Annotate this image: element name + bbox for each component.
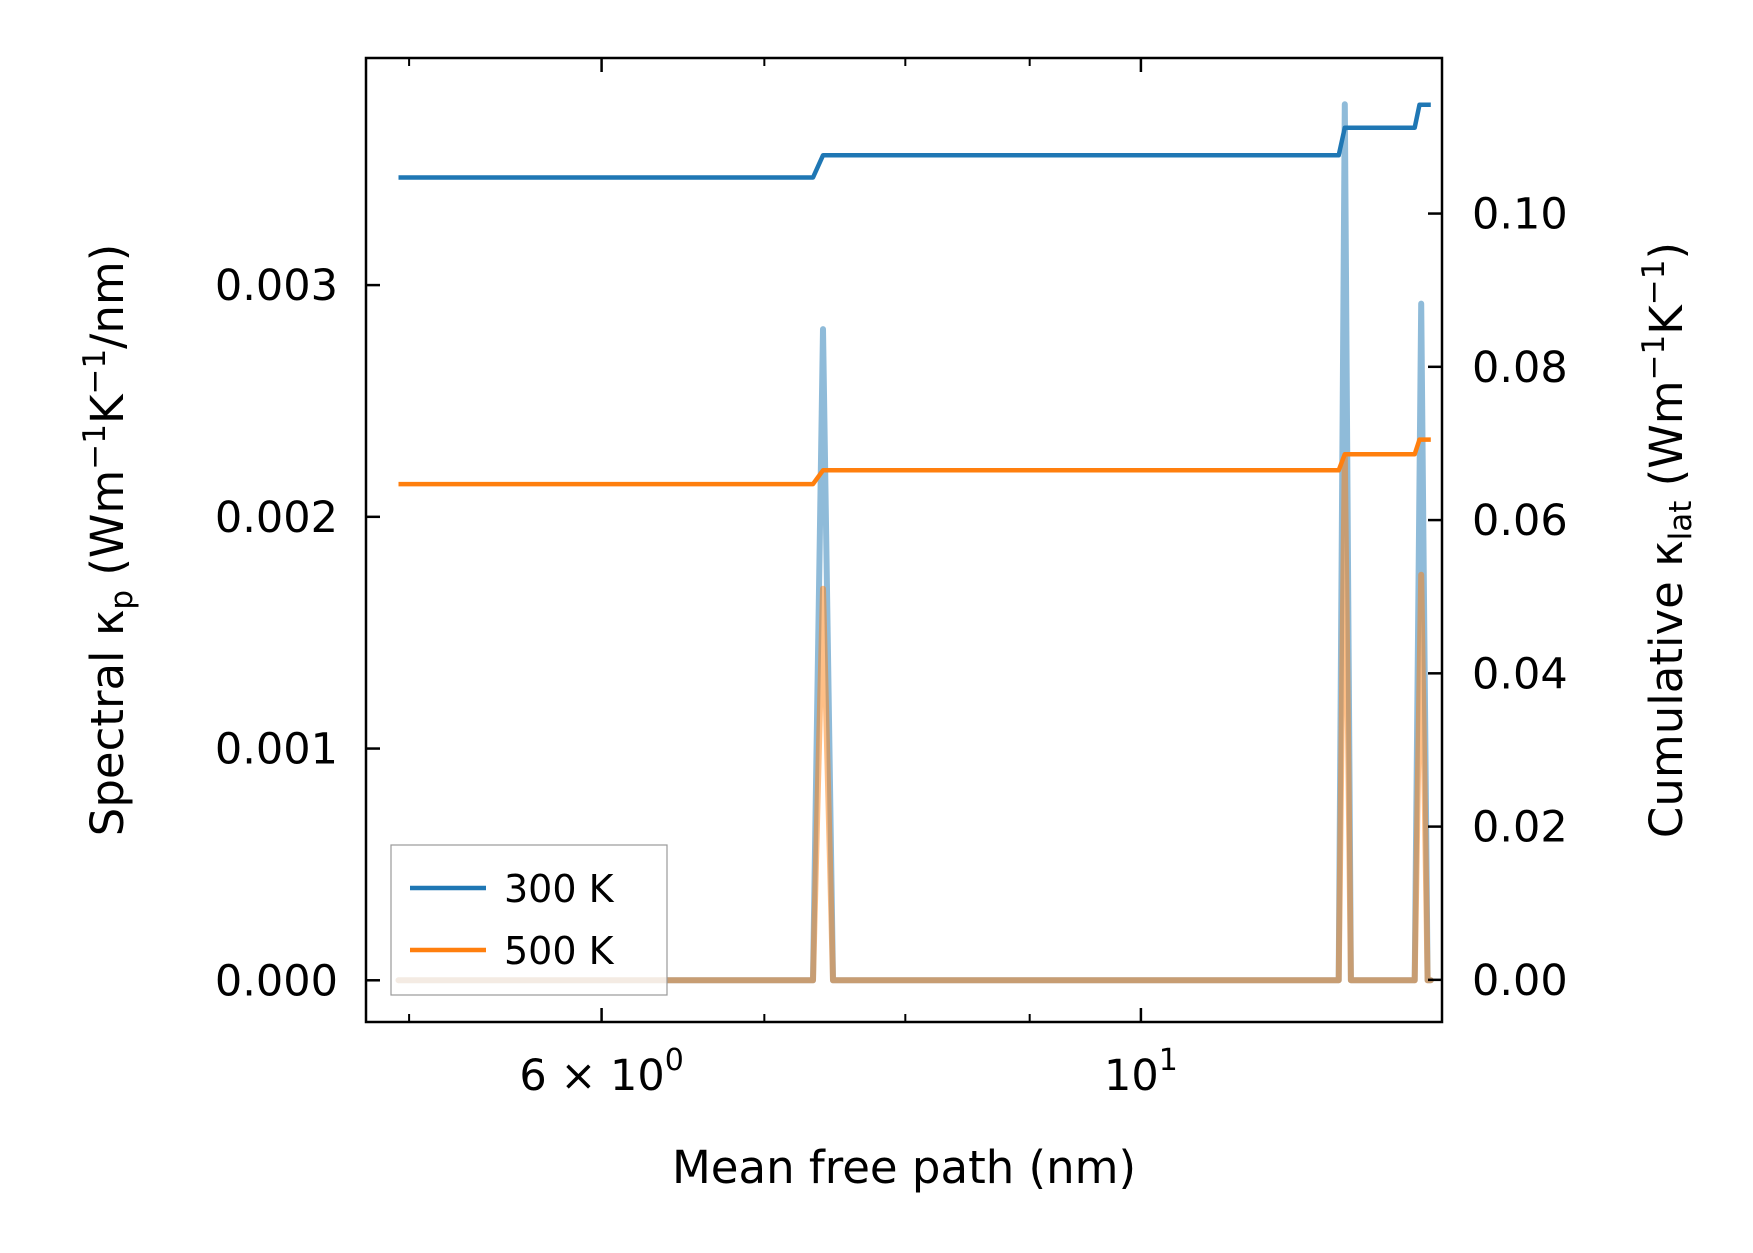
y-right-label-sup2: −1 xyxy=(1636,260,1672,306)
y-right-label-mid: K xyxy=(1640,304,1693,335)
y-right-label-prefix: Cumulative κ xyxy=(1640,540,1693,838)
y-axis-right-label: Cumulative κlat (Wm−1K−1) xyxy=(1636,242,1699,838)
y-right-tick-label: 0.08 xyxy=(1472,343,1568,393)
y-left-label-prefix: Spectral κ xyxy=(81,610,134,837)
legend-label-500k: 500 K xyxy=(504,929,615,973)
legend-box xyxy=(390,844,668,996)
y-left-label-sub: p xyxy=(104,590,140,610)
cumulative-series-layer xyxy=(398,102,1431,487)
x-axis: 6 × 100 101 xyxy=(408,58,1178,1101)
y-right-tick-label: 0.00 xyxy=(1472,956,1568,1006)
y-left-label-mid: K xyxy=(81,393,134,424)
y-axis-right: 0.00 0.02 0.04 0.06 0.08 0.10 xyxy=(1428,190,1568,1006)
legend-label-300k: 300 K xyxy=(504,867,615,911)
legend: 300 K 500 K xyxy=(390,844,668,996)
y-axis-left: 0.000 0.001 0.002 0.003 xyxy=(215,261,380,1006)
y-left-label-sup1: −1 xyxy=(77,424,113,470)
y-axis-left-label: Spectral κp (Wm−1K−1/nm) xyxy=(77,244,140,837)
x-tick-label: 6 × 100 xyxy=(519,1043,684,1101)
y-left-tick-label: 0.002 xyxy=(215,493,338,543)
cumulative-line-300k xyxy=(398,102,1431,180)
y-right-label-sup1: −1 xyxy=(1636,335,1672,381)
y-left-tick-label: 0.003 xyxy=(215,261,338,311)
y-right-tick-label: 0.10 xyxy=(1472,190,1568,240)
y-right-tick-label: 0.06 xyxy=(1472,496,1568,546)
y-left-label-units-open: (Wm xyxy=(81,470,134,590)
y-left-label-sup2: −1 xyxy=(77,349,113,395)
y-left-tick-label: 0.001 xyxy=(215,725,338,775)
cumulative-line-500k xyxy=(398,437,1431,487)
y-right-label-units-open: (Wm xyxy=(1640,380,1693,500)
x-tick-label: 101 xyxy=(1104,1043,1178,1101)
y-right-tick-label: 0.04 xyxy=(1472,649,1568,699)
spectral-line-300k xyxy=(395,101,1434,984)
y-right-label-sub: lat xyxy=(1663,501,1699,541)
plot-area-frame xyxy=(364,56,1444,1024)
y-right-tick-label: 0.02 xyxy=(1472,803,1568,853)
x-axis-label: Mean free path (nm) xyxy=(672,1141,1136,1194)
y-left-label-units-close: /nm) xyxy=(81,244,134,349)
y-right-label-units-close: ) xyxy=(1640,242,1693,260)
y-left-tick-label: 0.000 xyxy=(215,956,338,1006)
